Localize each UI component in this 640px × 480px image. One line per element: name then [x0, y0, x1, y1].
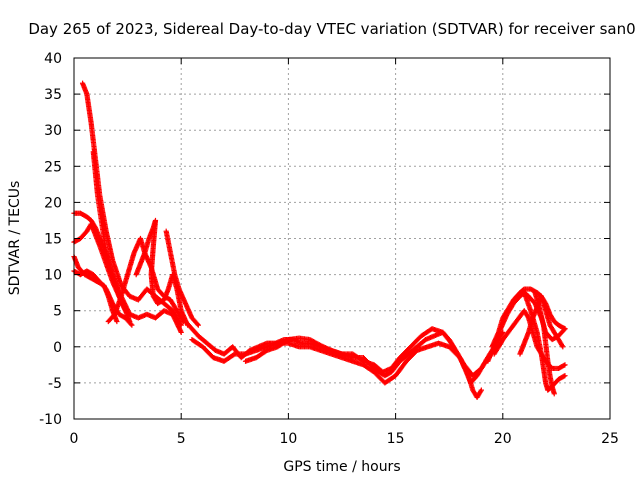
- data-point: [478, 387, 484, 393]
- data-point: [129, 322, 135, 328]
- y-tick-label: 0: [53, 340, 62, 356]
- data-points: [71, 80, 568, 400]
- data-point: [231, 352, 237, 358]
- y-tick-label: 20: [44, 195, 62, 211]
- y-tick-label: -10: [39, 412, 62, 428]
- chart-title: Day 265 of 2023, Sidereal Day-to-day VTE…: [28, 20, 635, 38]
- y-tick-label: 40: [44, 51, 62, 67]
- series-track-l: [242, 326, 506, 386]
- x-tick-label: 25: [601, 431, 619, 447]
- series-track-r: [532, 290, 557, 397]
- data-point: [195, 322, 201, 328]
- x-tick-label: 15: [387, 431, 405, 447]
- series-track-j: [182, 318, 506, 379]
- y-tick-label: 25: [44, 159, 62, 175]
- series-track-i: [163, 228, 201, 328]
- data-point: [122, 308, 129, 314]
- data-point: [194, 321, 201, 327]
- x-axis-label: GPS time / hours: [283, 459, 400, 475]
- y-tick-label: 5: [53, 304, 62, 320]
- y-tick-label: 35: [44, 87, 62, 103]
- axis-ticks: 0 5 10 15 20 25 -10 -5 0 5 10 15 20 25 30 35 40: [39, 51, 619, 447]
- data-point: [561, 373, 567, 379]
- data-point: [560, 344, 566, 350]
- series-track-k: [189, 336, 484, 400]
- y-tick-label: 10: [44, 268, 62, 284]
- y-axis-label: SDTVAR / TECUs: [7, 181, 23, 296]
- x-tick-label: 5: [177, 431, 186, 447]
- data-point: [562, 362, 568, 368]
- data-point: [561, 362, 567, 369]
- data-point: [128, 321, 134, 327]
- data-point: [551, 391, 557, 397]
- data-point: [114, 318, 120, 325]
- data-point: [562, 326, 568, 332]
- x-tick-label: 10: [279, 431, 297, 447]
- data-point: [284, 337, 290, 343]
- y-tick-label: 15: [44, 232, 62, 248]
- series-track-d: [71, 221, 129, 314]
- x-tick-label: 0: [70, 431, 79, 447]
- y-tick-label: -5: [48, 376, 62, 392]
- y-tick-label: 30: [44, 123, 62, 139]
- data-point: [178, 329, 184, 335]
- data-point: [562, 373, 568, 379]
- data-point: [561, 325, 567, 331]
- x-tick-label: 20: [494, 431, 512, 447]
